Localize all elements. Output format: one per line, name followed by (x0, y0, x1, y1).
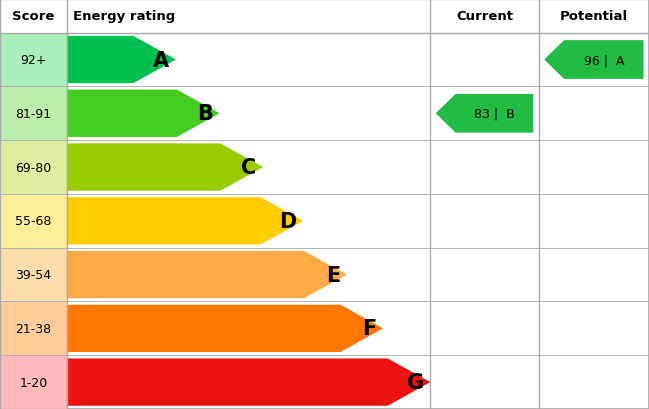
Text: 92+: 92+ (20, 54, 47, 67)
Text: 81-91: 81-91 (16, 108, 51, 121)
Polygon shape (544, 41, 643, 80)
Polygon shape (67, 37, 176, 84)
Bar (0, 194, 67, 248)
Polygon shape (67, 251, 347, 299)
Text: Score: Score (12, 10, 55, 23)
Text: F: F (362, 319, 376, 339)
Bar (0, 355, 67, 409)
Text: 55-68: 55-68 (15, 215, 52, 228)
Polygon shape (67, 198, 303, 245)
Text: 39-54: 39-54 (16, 268, 51, 281)
Text: B: B (197, 104, 213, 124)
Text: G: G (407, 372, 424, 392)
Polygon shape (67, 90, 219, 137)
Text: 69-80: 69-80 (16, 161, 51, 174)
Text: 21-38: 21-38 (16, 322, 51, 335)
Text: E: E (326, 265, 340, 285)
Text: Energy rating: Energy rating (73, 10, 176, 23)
Text: A: A (153, 50, 169, 70)
Polygon shape (67, 144, 263, 191)
Text: D: D (280, 211, 297, 231)
Bar (0, 141, 67, 194)
Text: Current: Current (456, 10, 513, 23)
Bar (0, 34, 67, 87)
Polygon shape (67, 305, 383, 352)
Text: C: C (241, 157, 257, 178)
Bar (0, 248, 67, 302)
Bar (0, 87, 67, 141)
Text: 1-20: 1-20 (19, 376, 47, 389)
Polygon shape (435, 95, 533, 133)
Polygon shape (67, 359, 430, 406)
Text: Potential: Potential (560, 10, 628, 23)
Text: 96 |  A: 96 | A (583, 54, 624, 67)
Bar (0, 302, 67, 355)
Text: 83 |  B: 83 | B (474, 108, 515, 121)
